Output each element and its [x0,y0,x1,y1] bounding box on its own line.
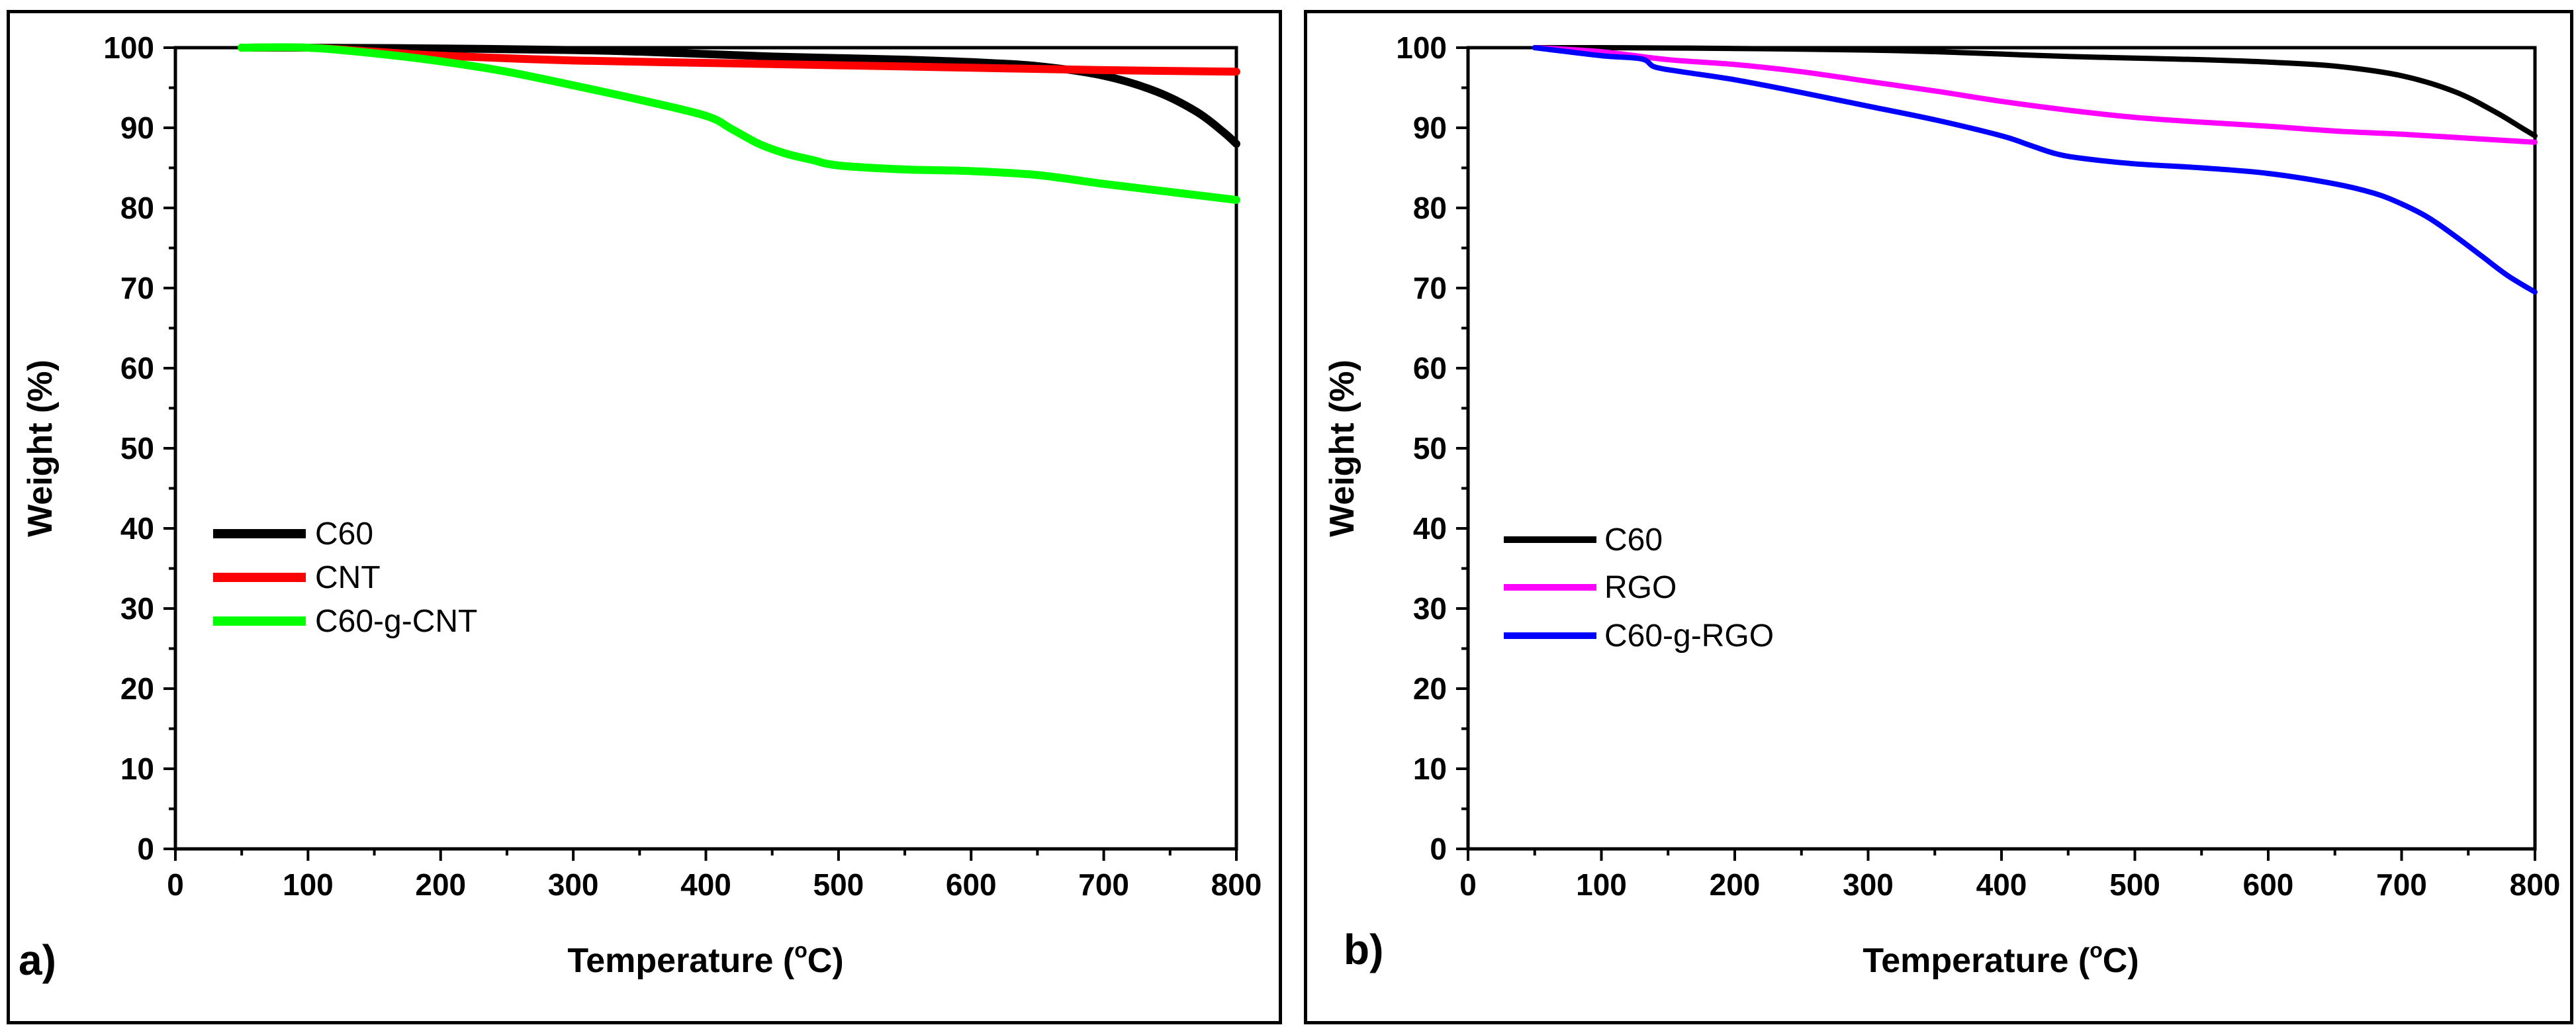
x-tick-label: 400 [1976,867,2027,902]
series-line-c60-g-rgo [1532,45,2538,295]
plot-area-b [1466,46,2537,851]
series-line-c60-g-cnt [238,43,1240,204]
x-tick-label: 300 [1843,867,1894,902]
x-axis-title-a-prefix: Temperature ( [567,942,795,980]
y-tick-label: 30 [120,591,154,626]
legend-a: C60 CNT C60-g-CNT [213,516,477,639]
y-tick-label: 80 [1413,191,1447,225]
y-tick-label: 20 [1413,671,1447,706]
x-tick-label: 600 [946,867,997,902]
legend-label-c60-g-cnt-a: C60-g-CNT [315,604,477,639]
x-tick-label: 300 [548,867,599,902]
x-tick-label: 800 [1211,867,1262,902]
y-tick-label: 100 [103,30,154,65]
legend-label-c60-g-rgo-b: C60-g-RGO [1604,618,1774,654]
x-tick-label: 0 [1459,867,1477,902]
x-axis-title-a-degree: o [794,938,807,962]
x-tick-label: 600 [2243,867,2294,902]
series-lines-a [238,43,1240,204]
y-tick-label: 40 [1413,511,1447,546]
panel-label-b: b) [1344,926,1383,973]
x-tick-label: 500 [813,867,864,902]
y-tick-label: 30 [1413,591,1447,626]
legend-b: C60 RGO C60-g-RGO [1504,522,1774,654]
x-tick-label: 100 [283,867,334,902]
series-lines-b [1532,44,2538,295]
x-tick-label: 0 [167,867,184,902]
y-axis-title-b: Weight (%) [1323,360,1361,537]
plot-area-a [173,46,1238,851]
legend-label-cnt-a: CNT [315,560,381,595]
y-axis-title-a: Weight (%) [21,360,60,537]
legend-label-rgo-b: RGO [1604,570,1677,605]
series-line-c60 [1532,44,2538,139]
y-tick-label: 60 [120,351,154,385]
x-axis-title-a-unit: C) [807,942,844,980]
x-tick-labels-b: 0 100 200 300 400 500 600 700 800 [1459,867,2560,902]
panel-b-frame [1304,10,2573,1024]
y-tick-label: 70 [1413,271,1447,305]
y-tick-label: 70 [120,271,154,305]
y-tick-label: 60 [1413,351,1447,385]
x-tick-label: 700 [1078,867,1129,902]
x-tick-label: 200 [1710,867,1761,902]
series-line-c60 [238,43,1240,148]
y-tick-label: 80 [120,191,154,225]
x-axis-title-b-prefix: Temperature ( [1863,942,2090,980]
x-axis-title-b: Temperature (oC) [1863,938,2139,980]
series-line-rgo [1532,45,2538,145]
x-axis-title-b-degree: o [2090,938,2103,962]
ticks-b [1456,46,2536,861]
y-tick-labels-a: 0 10 20 30 40 50 60 70 80 90 100 [103,30,154,866]
series-line-cnt [238,43,1240,76]
y-tick-label: 50 [120,431,154,465]
y-tick-label: 90 [120,111,154,145]
x-tick-labels-a: 0 100 200 300 400 500 600 700 800 [167,867,1262,902]
panel-label-a: a) [19,936,56,984]
x-axis-title-a: Temperature (oC) [567,938,843,980]
chart-panel-a: 0 100 200 300 400 500 600 700 800 0 10 20 30 40 50 60 7… [19,30,1262,984]
x-tick-label: 500 [2109,867,2160,902]
x-tick-label: 100 [1576,867,1627,902]
y-tick-label: 20 [120,671,154,706]
legend-label-c60-b: C60 [1604,522,1663,558]
legend-label-c60-a: C60 [315,516,373,552]
x-tick-label: 800 [2510,867,2561,902]
y-tick-label: 40 [120,511,154,546]
y-tick-label: 10 [120,752,154,786]
y-tick-label: 10 [1413,752,1447,786]
chart-panel-b: 0 100 200 300 400 500 600 700 800 0 10 20 30 40 50 60 7… [1323,30,2560,980]
x-axis-title-b-unit: C) [2103,942,2139,980]
ticks-a [163,46,1238,861]
y-tick-label: 50 [1413,431,1447,465]
y-tick-label: 0 [137,832,154,866]
y-tick-labels-b: 0 10 20 30 40 50 60 70 80 90 100 [1396,30,1447,866]
x-tick-label: 400 [680,867,731,902]
y-tick-label: 100 [1396,30,1447,65]
y-tick-label: 0 [1430,832,1447,866]
y-tick-label: 90 [1413,111,1447,145]
x-tick-label: 200 [415,867,466,902]
x-tick-label: 700 [2376,867,2427,902]
